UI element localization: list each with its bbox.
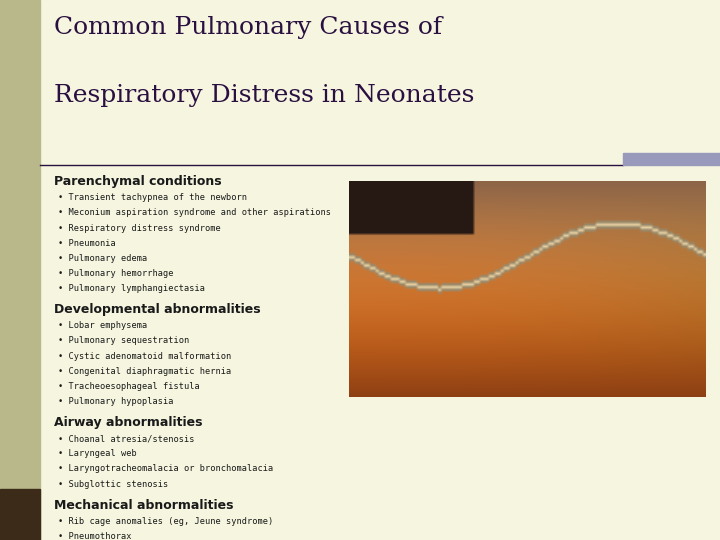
Text: Airway abnormalities: Airway abnormalities xyxy=(54,416,202,429)
Text: • Meconium aspiration syndrome and other aspirations: • Meconium aspiration syndrome and other… xyxy=(58,208,330,218)
Text: Parenchymal conditions: Parenchymal conditions xyxy=(54,176,222,188)
Text: • Rib cage anomalies (eg, Jeune syndrome): • Rib cage anomalies (eg, Jeune syndrome… xyxy=(58,517,273,526)
Text: Mechanical abnormalities: Mechanical abnormalities xyxy=(54,499,233,512)
Text: • Pneumonia: • Pneumonia xyxy=(58,239,115,248)
Bar xyxy=(0,489,40,540)
Text: Common Pulmonary Causes of: Common Pulmonary Causes of xyxy=(54,16,442,39)
Text: • Cystic adenomatoid malformation: • Cystic adenomatoid malformation xyxy=(58,352,231,361)
Text: • Pneumothorax: • Pneumothorax xyxy=(58,532,131,540)
Text: • Laryngotracheomalacia or bronchomalacia: • Laryngotracheomalacia or bronchomalaci… xyxy=(58,464,273,474)
Text: • Pulmonary edema: • Pulmonary edema xyxy=(58,254,147,263)
Text: • Pulmonary lymphangiectasia: • Pulmonary lymphangiectasia xyxy=(58,284,204,293)
Bar xyxy=(623,153,720,165)
Text: Developmental abnormalities: Developmental abnormalities xyxy=(54,303,261,316)
Text: • Subglottic stenosis: • Subglottic stenosis xyxy=(58,480,168,489)
Bar xyxy=(0,0,40,540)
Text: • Choanal atresia/stenosis: • Choanal atresia/stenosis xyxy=(58,434,194,443)
Text: Respiratory Distress in Neonates: Respiratory Distress in Neonates xyxy=(54,84,474,107)
Text: • Tracheoesophageal fistula: • Tracheoesophageal fistula xyxy=(58,382,199,391)
Text: • Transient tachypnea of the newborn: • Transient tachypnea of the newborn xyxy=(58,193,246,202)
Text: • Pulmonary hypoplasia: • Pulmonary hypoplasia xyxy=(58,397,173,406)
Text: • Pulmonary sequestration: • Pulmonary sequestration xyxy=(58,336,189,346)
Text: • Lobar emphysema: • Lobar emphysema xyxy=(58,321,147,330)
Text: • Respiratory distress syndrome: • Respiratory distress syndrome xyxy=(58,224,220,233)
Text: • Pulmonary hemorrhage: • Pulmonary hemorrhage xyxy=(58,269,173,278)
Text: • Laryngeal web: • Laryngeal web xyxy=(58,449,136,458)
Text: • Congenital diaphragmatic hernia: • Congenital diaphragmatic hernia xyxy=(58,367,231,376)
